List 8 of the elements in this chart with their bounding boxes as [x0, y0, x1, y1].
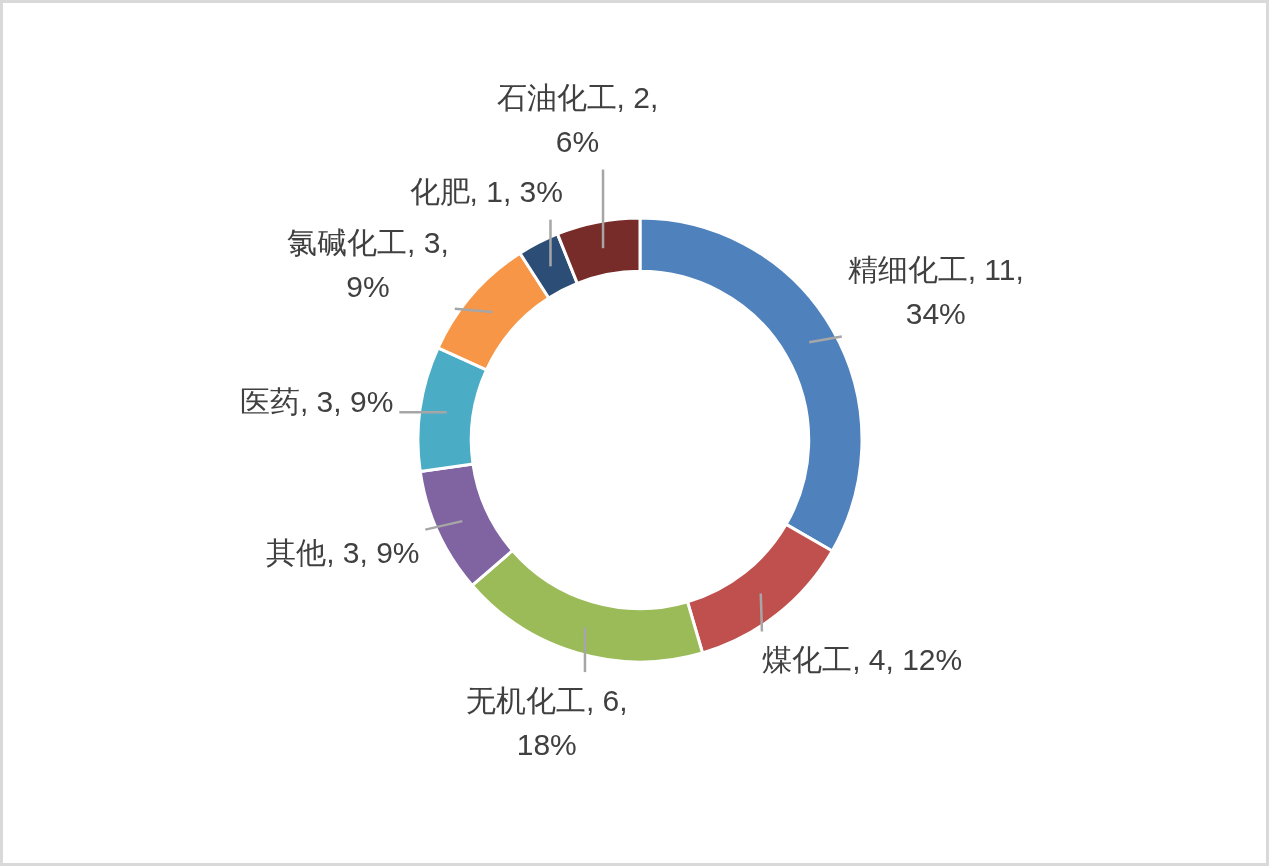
slice-label: 石油化工, 2, 6%: [496, 81, 659, 159]
slice-label: 煤化工, 4, 12%: [762, 643, 963, 677]
slice-label: 精细化工, 11, 34%: [847, 253, 1024, 330]
slice-label: 其他, 3, 9%: [266, 536, 420, 570]
slice-label: 医药, 3, 9%: [239, 384, 394, 418]
slice-label: 无机化工, 6, 18%: [465, 683, 628, 761]
slice-label: 氯碱化工, 3, 9%: [287, 225, 449, 303]
slice-label: 化肥, 1, 3%: [409, 175, 563, 209]
